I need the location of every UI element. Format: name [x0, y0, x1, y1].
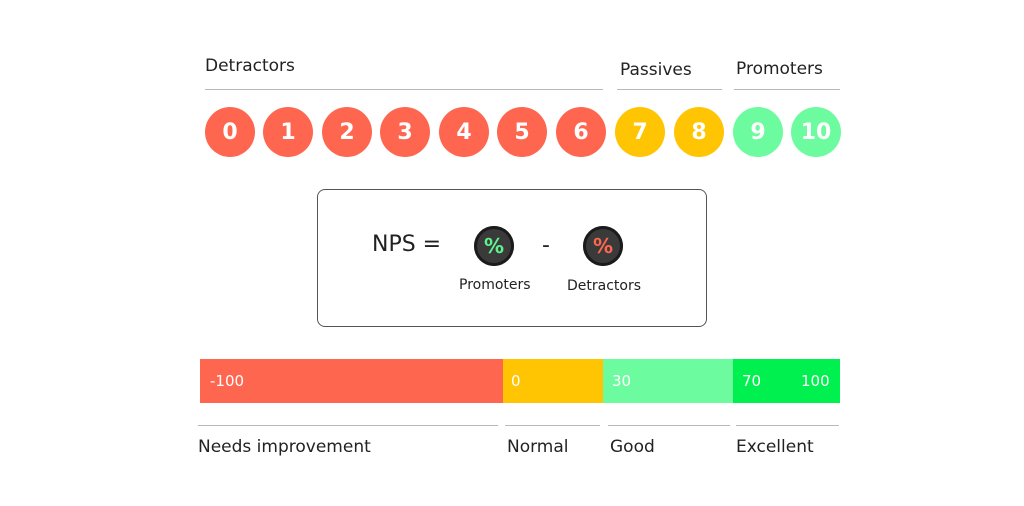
nps-formula-box [317, 189, 707, 327]
range-value-70: 70 [742, 372, 762, 390]
minus-sign: - [542, 233, 550, 258]
promoters-group-label: Promoters [736, 59, 823, 79]
promoters-divider [734, 89, 840, 90]
normal-divider [505, 425, 600, 426]
score-circle-8: 8 [674, 107, 724, 157]
score-circle-0: 0 [205, 107, 255, 157]
range-value-30: 30 [612, 372, 632, 390]
score-circle-7: 7 [615, 107, 665, 157]
detractors-divider [205, 89, 603, 90]
nps-formula-label: NPS = [372, 232, 442, 257]
category-needs-improvement: Needs improvement [198, 437, 371, 457]
score-circle-3: 3 [380, 107, 430, 157]
detractors-percent-icon: % [583, 226, 623, 266]
score-circle-10: 10 [791, 107, 841, 157]
passives-group-label: Passives [620, 60, 692, 80]
range-value-max: 100 [801, 372, 830, 390]
promoters-percent-icon: % [474, 226, 514, 266]
passives-divider [617, 89, 722, 90]
needs-improvement-divider [198, 425, 498, 426]
score-circle-1: 1 [263, 107, 313, 157]
score-circle-9: 9 [733, 107, 783, 157]
range-segment-excellent: 70 100 [733, 359, 840, 403]
category-normal: Normal [507, 437, 569, 457]
score-circle-4: 4 [439, 107, 489, 157]
score-circle-6: 6 [556, 107, 606, 157]
range-value-min: -100 [210, 372, 245, 390]
score-circle-2: 2 [322, 107, 372, 157]
category-excellent: Excellent [736, 437, 814, 457]
score-circle-5: 5 [497, 107, 547, 157]
promoters-sub-label: Promoters [459, 277, 531, 293]
range-segment-normal: 0 [503, 359, 603, 403]
category-good: Good [610, 437, 655, 457]
range-value-0: 0 [511, 372, 521, 390]
detractors-group-label: Detractors [205, 56, 295, 76]
excellent-divider [736, 425, 839, 426]
range-segment-good: 30 [603, 359, 733, 403]
range-segment-needs-improvement: -100 [200, 359, 503, 403]
detractors-sub-label: Detractors [567, 278, 642, 294]
good-divider [608, 425, 730, 426]
